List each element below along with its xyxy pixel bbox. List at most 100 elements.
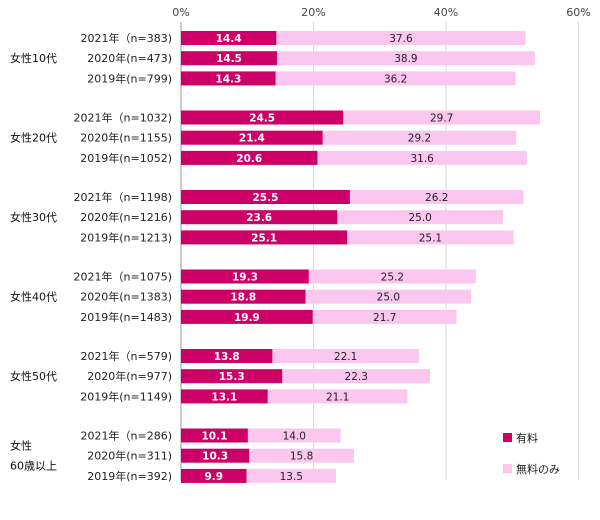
- data-label-free: 25.0: [377, 292, 400, 304]
- category-labels: 2021年（n=383) 2020年(n=473) 2019年(n=799) 女性10…: [10, 31, 172, 483]
- data-label-paid: 14.5: [216, 53, 242, 65]
- data-label-free: 15.8: [290, 451, 313, 463]
- data-label-paid: 19.3: [232, 272, 258, 284]
- bar-free: [282, 369, 431, 384]
- bar-free: [277, 51, 535, 66]
- data-label-paid: 10.1: [201, 431, 227, 443]
- bar-paid: [181, 289, 306, 304]
- data-label-free: 37.6: [389, 33, 413, 45]
- row-label: 2021年（n=1032): [74, 111, 172, 125]
- data-label-paid: 18.8: [230, 292, 256, 304]
- bar-paid: [181, 150, 318, 165]
- data-label-free: 13.5: [280, 471, 303, 483]
- bar-paid: [181, 71, 276, 86]
- bar-free: [317, 150, 527, 165]
- bar-paid: [181, 389, 268, 404]
- row-label: 2021年（n=579): [81, 349, 172, 363]
- bar-free: [322, 130, 517, 145]
- row-label: 2019年(n=1052): [80, 151, 172, 165]
- bars: 14.4 37.6 14.5 38.9 14.3 36.2 24.5 29.7 21.4 29.2…: [181, 31, 541, 483]
- row-label: 2019年(n=1213): [80, 230, 172, 244]
- x-tick-labels: 0% 20% 40% 60%: [172, 6, 590, 19]
- data-label-free: 38.9: [394, 53, 417, 65]
- row-label: 2021年（n=383): [81, 31, 172, 45]
- group-label: 女性: [10, 439, 32, 453]
- data-label-paid: 13.8: [214, 351, 240, 363]
- bar-paid: [181, 468, 247, 483]
- row-label: 2019年(n=392): [87, 469, 172, 483]
- data-label-free: 21.7: [373, 312, 396, 324]
- bar-paid: [181, 210, 338, 225]
- x-tick-label: 0%: [172, 6, 189, 19]
- data-label-free: 21.1: [326, 391, 349, 403]
- row-label: 2020年(n=311): [87, 449, 172, 463]
- data-label-free: 22.1: [334, 351, 357, 363]
- bar-free: [246, 468, 337, 483]
- bar-free: [275, 71, 516, 86]
- row-label: 2020年(n=1155): [80, 131, 172, 145]
- data-label-free: 22.3: [345, 371, 368, 383]
- row-label: 2019年(n=1149): [80, 389, 172, 403]
- x-tick-label: 40%: [434, 6, 458, 19]
- group-label: 女性40代: [10, 290, 57, 304]
- row-label: 2021年（n=1198): [74, 190, 172, 204]
- legend-label: 無料のみ: [516, 462, 560, 476]
- data-label-free: 26.2: [425, 192, 448, 204]
- bar-paid: [181, 130, 323, 145]
- data-label-paid: 24.5: [249, 113, 275, 125]
- row-label: 2020年(n=473): [87, 51, 172, 65]
- bar-free: [249, 448, 354, 463]
- row-label: 2020年(n=977): [87, 369, 172, 383]
- data-label-free: 31.6: [410, 153, 434, 165]
- bar-free: [276, 31, 526, 45]
- bar-free: [247, 428, 341, 443]
- group-label: 女性10代: [10, 51, 57, 65]
- bar-free: [349, 190, 524, 204]
- bar-free: [267, 389, 408, 404]
- data-label-free: 29.7: [430, 113, 453, 125]
- data-label-paid: 14.4: [216, 33, 242, 45]
- row-label: 2019年(n=799): [87, 71, 172, 85]
- row-label: 2020年(n=1216): [80, 210, 172, 224]
- bar-paid: [181, 309, 313, 324]
- bar-free: [308, 269, 476, 284]
- data-label-free: 25.0: [408, 212, 431, 224]
- bar-paid: [181, 369, 283, 384]
- bar-paid: [181, 31, 277, 45]
- bar-paid: [181, 51, 278, 66]
- data-label-paid: 25.5: [253, 192, 279, 204]
- x-tick-label: 60%: [566, 6, 590, 19]
- bar-free: [305, 289, 472, 304]
- data-label-free: 14.0: [283, 431, 306, 443]
- group-label: 60歳以上: [10, 460, 57, 473]
- bar-paid: [181, 428, 248, 443]
- data-label-paid: 19.9: [234, 312, 260, 324]
- bar-paid: [181, 110, 344, 125]
- data-label-paid: 25.1: [251, 232, 277, 244]
- data-label-paid: 13.1: [211, 391, 237, 403]
- bar-paid: [181, 349, 273, 363]
- group-label: 女性20代: [10, 131, 57, 145]
- row-label: 2019年(n=1483): [80, 310, 172, 324]
- legend-swatch: [503, 433, 512, 442]
- data-label-paid: 9.9: [204, 471, 223, 483]
- row-label: 2020年(n=1383): [80, 290, 172, 304]
- data-label-free: 25.2: [381, 272, 404, 284]
- bar-free: [272, 349, 419, 363]
- bar-paid: [181, 230, 348, 245]
- legend-swatch: [503, 464, 512, 473]
- row-label: 2021年（n=1075): [74, 270, 172, 284]
- bar-free: [347, 230, 514, 245]
- data-label-free: 36.2: [384, 73, 407, 85]
- data-label-paid: 23.6: [246, 212, 272, 224]
- bar-paid: [181, 448, 250, 463]
- data-label-free: 29.2: [408, 133, 431, 145]
- group-label: 女性30代: [10, 210, 57, 224]
- bar-paid: [181, 269, 309, 284]
- bar-free: [343, 110, 541, 125]
- bar-free: [312, 309, 457, 324]
- group-label: 女性50代: [10, 369, 57, 383]
- data-label-paid: 15.3: [219, 371, 245, 383]
